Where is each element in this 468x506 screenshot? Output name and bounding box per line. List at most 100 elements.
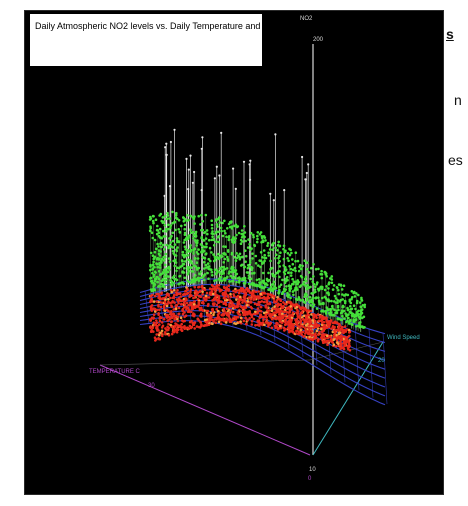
data-point-green (206, 232, 209, 236)
data-point-red (267, 324, 270, 328)
data-point-red (248, 309, 251, 313)
data-point-red (306, 317, 309, 320)
data-point-green (182, 220, 186, 223)
data-point-green (182, 216, 185, 219)
data-point-green (226, 255, 229, 259)
data-point-green (335, 309, 339, 313)
data-point-red (212, 304, 215, 307)
data-point-green (355, 310, 359, 314)
data-point-red (317, 324, 321, 328)
data-point-red (215, 303, 219, 307)
data-point-green (238, 252, 242, 256)
data-point-red (172, 296, 176, 300)
data-point-red (168, 296, 172, 300)
data-point-red (165, 328, 168, 331)
data-point-green (245, 271, 249, 274)
data-point-green (223, 257, 227, 261)
data-point-red (265, 300, 269, 303)
data-point-green (278, 288, 281, 292)
data-point-red (325, 318, 328, 321)
data-point-green (191, 216, 195, 219)
data-point-green (206, 262, 210, 265)
data-point-red (176, 289, 179, 292)
data-point-green (252, 272, 256, 275)
data-point-red (281, 306, 285, 310)
data-point-green (273, 287, 276, 291)
data-point-red (292, 323, 296, 327)
data-point-green (277, 270, 280, 273)
z-axis-tick: 200 (313, 37, 324, 43)
data-point-green (195, 261, 199, 265)
data-point-green (151, 268, 155, 271)
data-point-green (240, 232, 243, 236)
data-point-green (309, 277, 313, 281)
data-point-red (326, 322, 330, 325)
data-point-green (284, 266, 287, 269)
data-point-red (262, 300, 266, 304)
data-point-green (169, 224, 173, 227)
data-point-red (335, 338, 339, 342)
data-point-green (311, 305, 315, 309)
data-point-red (220, 300, 223, 304)
data-point-green (162, 259, 166, 262)
data-point-green (257, 264, 260, 267)
data-point-red (151, 307, 155, 311)
data-point-red (212, 287, 215, 291)
data-point-green (297, 269, 301, 273)
data-point-green (170, 245, 173, 248)
data-point-red (337, 342, 340, 346)
data-point-green (307, 271, 311, 274)
data-point-red (173, 301, 176, 304)
data-point-green (149, 251, 153, 255)
data-point-red (160, 291, 163, 295)
data-point-green (223, 229, 226, 233)
data-point-green (256, 237, 259, 241)
data-point-green (183, 253, 186, 257)
data-point-red (212, 320, 215, 323)
data-point-red (313, 335, 317, 339)
data-point-red (254, 312, 257, 316)
data-point-green (186, 267, 190, 271)
data-point-red (150, 297, 153, 301)
data-point-green (236, 277, 239, 280)
data-point-red (167, 309, 170, 313)
data-point-green (330, 313, 334, 317)
data-point-green (200, 250, 203, 253)
data-point-red (174, 314, 177, 318)
data-point-green (261, 255, 264, 259)
data-point-green (320, 269, 323, 273)
data-point-green (211, 274, 214, 277)
data-point-green (152, 260, 155, 264)
data-point-red (200, 308, 204, 312)
data-point-red (172, 328, 176, 332)
data-point-red (248, 291, 252, 294)
data-point-green (336, 306, 340, 309)
data-point-green (291, 262, 295, 266)
data-point-red (158, 323, 161, 326)
data-point-green (186, 258, 190, 262)
data-point-red (242, 289, 245, 292)
data-point-red (296, 310, 300, 313)
data-point-green (291, 268, 295, 272)
data-point-red (235, 298, 238, 301)
data-point-green (156, 242, 159, 246)
data-point-red (209, 311, 213, 315)
data-point-green (152, 221, 155, 225)
data-point-green (301, 283, 305, 286)
data-spike-tip (301, 155, 304, 159)
data-point-green (278, 254, 281, 258)
data-point-red (205, 313, 209, 317)
data-point-green (228, 225, 232, 229)
data-point-green (340, 288, 344, 291)
data-point-red (284, 313, 288, 317)
surface-mesh-rib (144, 291, 150, 324)
data-point-red (273, 295, 276, 299)
data-point-red (205, 291, 209, 295)
data-spike-tip (213, 177, 216, 180)
data-point-green (157, 277, 161, 281)
data-point-green (264, 239, 267, 242)
data-point-green (300, 267, 303, 271)
data-point-green (199, 270, 203, 273)
data-point-red (286, 321, 289, 324)
data-point-green (293, 266, 297, 270)
